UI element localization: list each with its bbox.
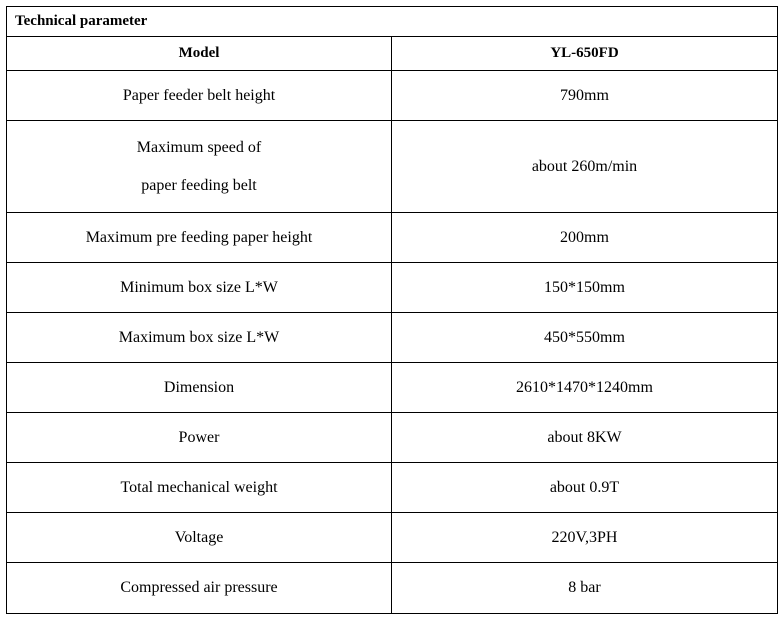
param-label: Paper feeder belt height bbox=[7, 71, 392, 120]
table-row: Total mechanical weight about 0.9T bbox=[7, 463, 777, 513]
table-row: Compressed air pressure 8 bar bbox=[7, 563, 777, 613]
table-title: Technical parameter bbox=[7, 7, 777, 37]
param-label: Maximum pre feeding paper height bbox=[7, 213, 392, 262]
param-label: Minimum box size L*W bbox=[7, 263, 392, 312]
param-label: Voltage bbox=[7, 513, 392, 562]
param-label-line1: Maximum speed of bbox=[137, 136, 261, 160]
table-row: Paper feeder belt height 790mm bbox=[7, 71, 777, 121]
header-col-model: Model bbox=[7, 37, 392, 70]
param-value: about 0.9T bbox=[392, 463, 777, 512]
param-value: 220V,3PH bbox=[392, 513, 777, 562]
table-row: Power about 8KW bbox=[7, 413, 777, 463]
param-value: about 260m/min bbox=[392, 121, 777, 212]
table-row: Minimum box size L*W 150*150mm bbox=[7, 263, 777, 313]
param-value: about 8KW bbox=[392, 413, 777, 462]
table-row: Maximum speed of paper feeding belt abou… bbox=[7, 121, 777, 213]
param-label: Compressed air pressure bbox=[7, 563, 392, 613]
param-label: Dimension bbox=[7, 363, 392, 412]
param-label: Total mechanical weight bbox=[7, 463, 392, 512]
param-value: 150*150mm bbox=[392, 263, 777, 312]
param-value: 2610*1470*1240mm bbox=[392, 363, 777, 412]
technical-parameter-table: Technical parameter Model YL-650FD Paper… bbox=[6, 6, 778, 614]
table-header-row: Model YL-650FD bbox=[7, 37, 777, 71]
table-row: Dimension 2610*1470*1240mm bbox=[7, 363, 777, 413]
param-value: 8 bar bbox=[392, 563, 777, 613]
param-value: 450*550mm bbox=[392, 313, 777, 362]
header-col-value: YL-650FD bbox=[392, 37, 777, 70]
param-label: Maximum speed of paper feeding belt bbox=[7, 121, 392, 212]
param-label: Maximum box size L*W bbox=[7, 313, 392, 362]
param-value: 200mm bbox=[392, 213, 777, 262]
table-row: Voltage 220V,3PH bbox=[7, 513, 777, 563]
table-row: Maximum pre feeding paper height 200mm bbox=[7, 213, 777, 263]
table-row: Maximum box size L*W 450*550mm bbox=[7, 313, 777, 363]
param-label: Power bbox=[7, 413, 392, 462]
param-value: 790mm bbox=[392, 71, 777, 120]
param-label-line2: paper feeding belt bbox=[141, 174, 257, 198]
